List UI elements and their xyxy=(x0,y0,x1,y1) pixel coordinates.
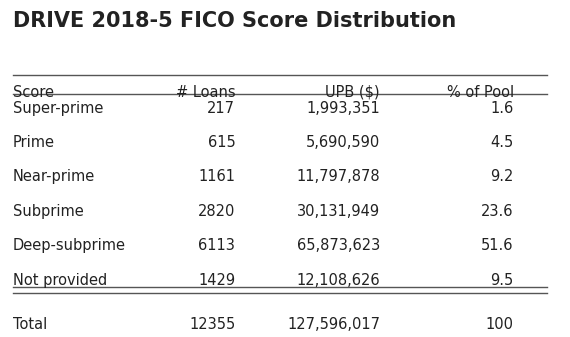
Text: % of Pool: % of Pool xyxy=(447,85,514,100)
Text: 2820: 2820 xyxy=(198,204,235,219)
Text: 127,596,017: 127,596,017 xyxy=(287,316,380,332)
Text: UPB ($): UPB ($) xyxy=(325,85,380,100)
Text: 100: 100 xyxy=(486,316,514,332)
Text: Subprime: Subprime xyxy=(13,204,83,219)
Text: Near-prime: Near-prime xyxy=(13,170,95,184)
Text: 4.5: 4.5 xyxy=(490,135,514,150)
Text: Deep-subprime: Deep-subprime xyxy=(13,238,125,253)
Text: 5,690,590: 5,690,590 xyxy=(306,135,380,150)
Text: 51.6: 51.6 xyxy=(481,238,514,253)
Text: 6113: 6113 xyxy=(198,238,235,253)
Text: 1429: 1429 xyxy=(198,273,235,287)
Text: 65,873,623: 65,873,623 xyxy=(297,238,380,253)
Text: 217: 217 xyxy=(207,101,235,116)
Text: 615: 615 xyxy=(207,135,235,150)
Text: 30,131,949: 30,131,949 xyxy=(297,204,380,219)
Text: 9.5: 9.5 xyxy=(490,273,514,287)
Text: 1.6: 1.6 xyxy=(490,101,514,116)
Text: Total: Total xyxy=(13,316,47,332)
Text: 1161: 1161 xyxy=(198,170,235,184)
Text: Score: Score xyxy=(13,85,54,100)
Text: 9.2: 9.2 xyxy=(490,170,514,184)
Text: DRIVE 2018-5 FICO Score Distribution: DRIVE 2018-5 FICO Score Distribution xyxy=(13,11,456,31)
Text: Prime: Prime xyxy=(13,135,55,150)
Text: Not provided: Not provided xyxy=(13,273,107,287)
Text: 23.6: 23.6 xyxy=(481,204,514,219)
Text: Super-prime: Super-prime xyxy=(13,101,103,116)
Text: 1,993,351: 1,993,351 xyxy=(306,101,380,116)
Text: 12,108,626: 12,108,626 xyxy=(296,273,380,287)
Text: # Loans: # Loans xyxy=(176,85,235,100)
Text: 11,797,878: 11,797,878 xyxy=(296,170,380,184)
Text: 12355: 12355 xyxy=(189,316,235,332)
